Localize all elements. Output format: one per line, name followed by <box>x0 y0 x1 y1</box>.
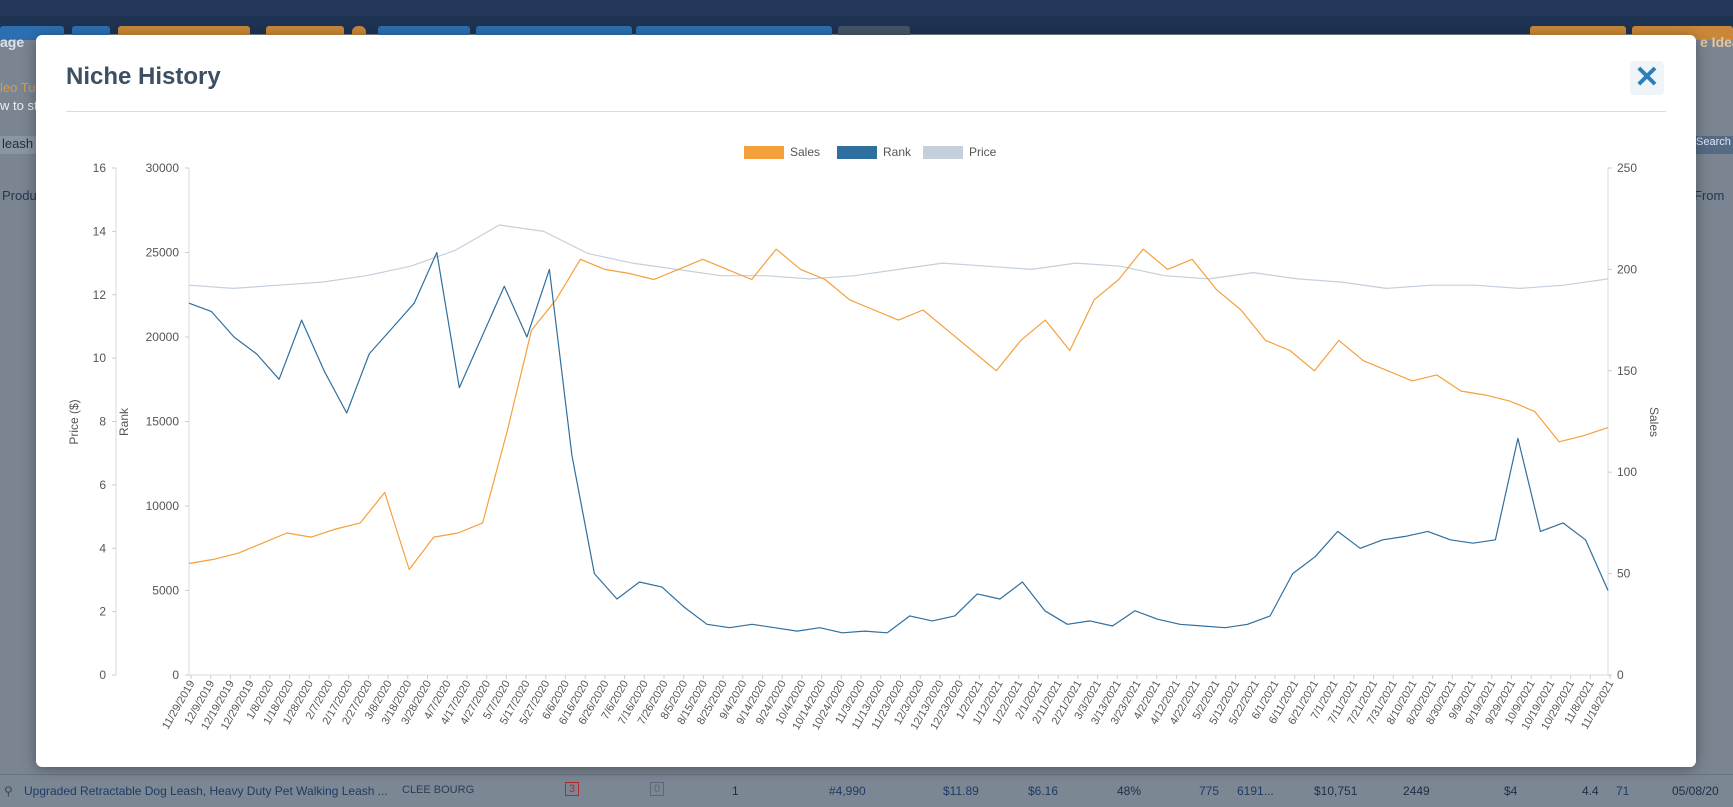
bg-ideas-label: e Idea <box>1700 34 1733 50</box>
rank-series-line <box>188 251 1609 634</box>
row-date: 05/08/20 <box>1672 784 1719 798</box>
bg-col-product: Produ <box>2 188 37 203</box>
rank-axis-title: Rank <box>117 407 131 436</box>
row-margin: 48% <box>1117 784 1142 798</box>
sales-axis-title: Sales <box>1647 407 1661 437</box>
row-price: $11.89 <box>943 784 979 798</box>
rank-tick-label: 30000 <box>146 161 180 175</box>
bg-video-subtitle: w to st <box>0 98 38 113</box>
row-fba: 0 <box>650 782 665 796</box>
top-nav-bar <box>0 0 1733 40</box>
sales-tick-label: 0 <box>1617 668 1624 682</box>
row-weight: 71 <box>1616 784 1630 798</box>
close-icon[interactable]: ✕ <box>1634 61 1660 94</box>
bg-search-button[interactable]: Search <box>1694 136 1733 154</box>
price-tick-label: 0 <box>99 668 106 682</box>
row-asin: 6191... <box>1237 784 1274 798</box>
close-button[interactable]: ✕ <box>1630 61 1664 95</box>
price-tick-label: 2 <box>99 605 106 619</box>
bg-nav-label: age <box>0 34 25 50</box>
legend-label-rank: Rank <box>883 145 912 159</box>
rank-tick-label: 20000 <box>146 330 180 344</box>
legend-swatch-sales <box>744 146 784 159</box>
modal-divider <box>66 111 1666 112</box>
rank-tick-label: 0 <box>172 668 179 682</box>
sales-tick-label: 50 <box>1617 567 1631 581</box>
price-tick-label: 16 <box>93 161 107 175</box>
price-tick-label: 8 <box>99 415 106 429</box>
legend-label-sales: Sales <box>790 145 820 159</box>
price-tick-label: 6 <box>99 478 106 492</box>
row-reviews: 2449 <box>1403 784 1430 798</box>
bg-video-title: leo Tut <box>0 80 40 95</box>
modal-title: Niche History <box>66 63 221 90</box>
rank-tick-label: 15000 <box>146 415 180 429</box>
rank-tick-label: 25000 <box>146 246 180 260</box>
legend-swatch-price <box>923 146 963 159</box>
row-rank: #4,990 <box>829 784 866 798</box>
row-sales: 775 <box>1199 784 1220 798</box>
sales-series-line <box>188 248 1609 571</box>
row-rating: 4.4 <box>1582 784 1599 798</box>
price-tick-label: 14 <box>93 224 107 238</box>
bg-search-input[interactable]: leash <box>0 136 38 154</box>
price-tick-label: 12 <box>93 288 107 302</box>
bg-col-from: From <box>1694 188 1725 203</box>
niche-history-modal: Niche History ✕ 0 2 4 6 8 10 12 14 16 0 5000 10000 1… <box>36 35 1696 767</box>
sales-tick-label: 200 <box>1617 262 1637 276</box>
legend-swatch-rank <box>837 146 877 159</box>
row-sellers: 3 <box>565 782 580 796</box>
rank-tick-label: 10000 <box>146 499 180 513</box>
row-fees: $6.16 <box>1028 784 1059 798</box>
top-nav-strip <box>0 0 1733 16</box>
row-rev-per-review: $4 <box>1504 784 1518 798</box>
price-axis-title: Price ($) <box>67 399 81 444</box>
table-row[interactable]: ⚲ Upgraded Retractable Dog Leash, Heavy … <box>0 774 1733 807</box>
rank-tick-label: 5000 <box>152 584 179 598</box>
row-revenue: $10,751 <box>1314 784 1358 798</box>
sales-tick-label: 250 <box>1617 161 1637 175</box>
price-tick-label: 10 <box>93 351 107 365</box>
leash-icon: ⚲ <box>4 784 13 798</box>
sales-tick-label: 150 <box>1617 364 1637 378</box>
sales-tick-label: 100 <box>1617 465 1637 479</box>
niche-history-chart: 0 2 4 6 8 10 12 14 16 0 5000 10000 15000 20000 25000 30… <box>67 145 1661 732</box>
row-product-title[interactable]: Upgraded Retractable Dog Leash, Heavy Du… <box>24 784 388 798</box>
row-brand: CLEE BOURG <box>402 784 475 796</box>
legend-label-price: Price <box>969 145 997 159</box>
row-variations: 1 <box>732 784 739 798</box>
price-series-line <box>188 224 1609 289</box>
price-tick-label: 4 <box>99 541 106 555</box>
